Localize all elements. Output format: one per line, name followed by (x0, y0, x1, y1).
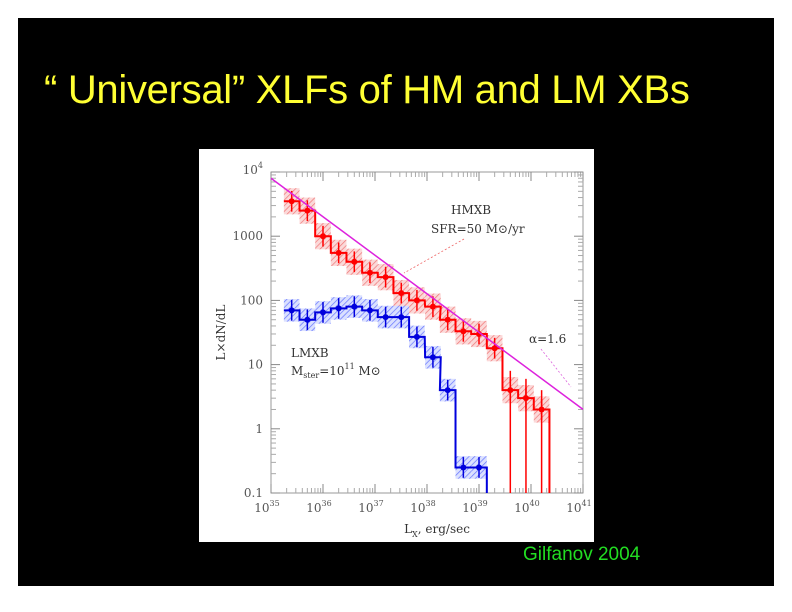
data-point (366, 269, 373, 276)
citation-credit: Gilfanov 2004 (523, 544, 641, 565)
y-tick-label: 100 (240, 293, 263, 307)
xlf-chart-canvas: 1035 1036 1037 1038 1039 1040 1041 0.1 1 10 100 100… (214, 161, 592, 539)
x-tick-label: 1038 (410, 499, 435, 515)
data-point (304, 316, 311, 323)
lmxb-label: LMXB (291, 346, 329, 360)
data-point (491, 345, 498, 352)
y-tick-label: 104 (243, 161, 263, 177)
data-point (476, 464, 482, 471)
x-tick-label: 1041 (566, 499, 591, 515)
data-point (429, 303, 436, 310)
slide-background: “ Universal” XLFs of HM and LM XBs 1035 1… (18, 18, 774, 586)
data-point (320, 309, 326, 316)
data-point (320, 233, 326, 240)
y-tick-label: 1 (255, 422, 263, 436)
xlf-chart: 1035 1036 1037 1038 1039 1040 1041 0.1 1 10 100 100… (199, 149, 594, 542)
data-point (460, 464, 467, 471)
hmxb-pointer-line (403, 238, 465, 274)
y-tick-label: 1000 (232, 229, 263, 243)
x-tick-label: 1039 (462, 499, 487, 515)
data-point (351, 303, 358, 310)
data-point (413, 297, 420, 304)
hmxb-label: HMXB (451, 203, 491, 217)
data-point (444, 316, 451, 323)
y-tick-label: 0.1 (244, 486, 263, 500)
x-tick-label: 1036 (306, 499, 331, 515)
data-point (382, 274, 389, 281)
data-point (398, 290, 405, 297)
lmxb-mass-label: Mster=1011 M⊙ (291, 362, 381, 380)
data-point (335, 249, 342, 256)
data-point (413, 333, 420, 340)
data-point (304, 207, 311, 214)
x-tick-label: 1040 (514, 499, 539, 515)
histogram-step-lmxb (283, 305, 488, 493)
powerlaw-fit-line (270, 177, 584, 410)
y-tick-label: 10 (248, 358, 263, 372)
data-point (398, 314, 405, 321)
data-point (335, 305, 342, 312)
x-tick-label: 1035 (254, 499, 279, 515)
powerlaw-pointer-line (540, 348, 572, 388)
data-point (476, 330, 482, 337)
data-point (288, 198, 295, 205)
x-tick-label: 1037 (358, 499, 383, 515)
data-point (366, 307, 373, 314)
slide-title: “ Universal” XLFs of HM and LM XBs (44, 68, 690, 112)
data-point (460, 328, 467, 335)
hmxb-sfr-label: SFR=50 M⊙/yr (431, 222, 525, 236)
data-point (351, 258, 358, 265)
data-point (429, 354, 436, 361)
data-point (382, 314, 389, 321)
x-axis-label: LX, erg/sec (404, 522, 470, 539)
data-point (444, 387, 451, 394)
powerlaw-slope-label: α=1.6 (529, 332, 566, 346)
data-point (288, 307, 295, 314)
y-axis-label: L×dN/dL (214, 305, 228, 361)
